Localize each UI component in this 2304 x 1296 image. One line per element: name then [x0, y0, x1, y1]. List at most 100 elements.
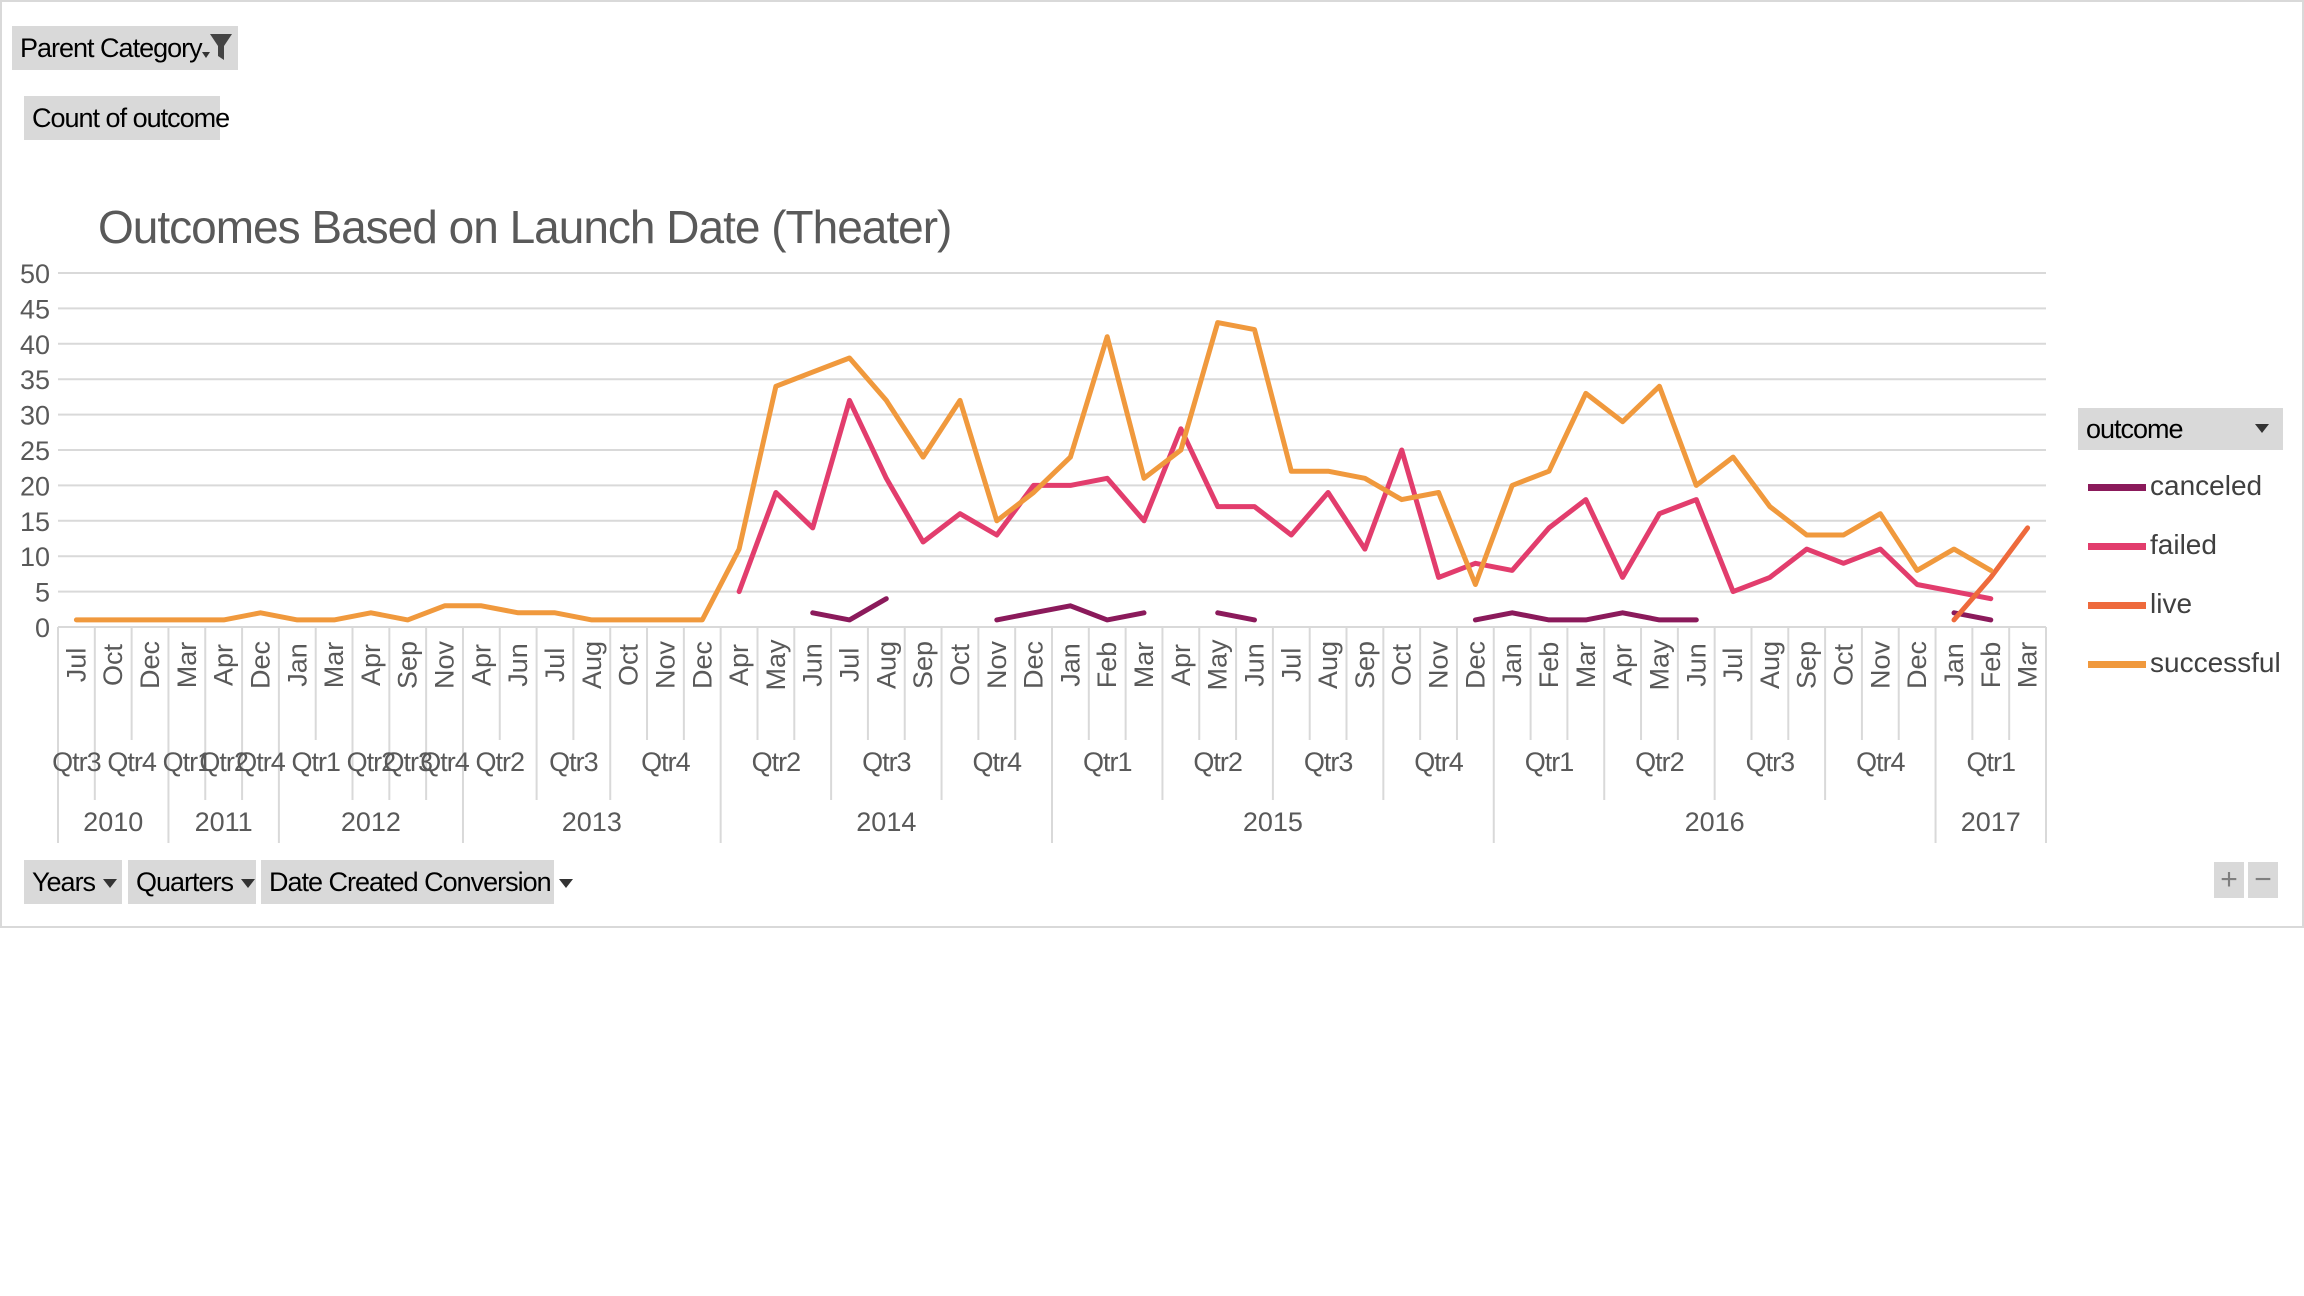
x-tick-label-month: Oct: [945, 644, 975, 687]
y-tick-label: 45: [20, 294, 50, 324]
legend-swatch: [2088, 602, 2146, 609]
x-tick-label-month: Nov: [1865, 640, 1895, 689]
x-tick-label-month: Aug: [871, 641, 901, 689]
x-tick-label-month: Oct: [1387, 644, 1417, 687]
y-tick-label: 10: [20, 542, 50, 572]
chart-title: Outcomes Based on Launch Date (Theater): [98, 201, 951, 253]
legend-item-successful: successful: [2088, 643, 2281, 683]
x-tick-label-month: Dec: [245, 641, 275, 689]
x-tick-label-quarter: Qtr3: [1746, 747, 1795, 777]
x-tick-label-month: Oct: [1829, 644, 1859, 687]
x-tick-label-month: Dec: [1902, 641, 1932, 689]
x-tick-label-quarter: Qtr2: [1635, 747, 1684, 777]
y-tick-label: 50: [20, 259, 50, 289]
x-tick-label-month: Aug: [577, 641, 607, 689]
x-tick-label-month: Oct: [98, 644, 128, 687]
x-tick-label-year: 2014: [856, 807, 916, 837]
legend-swatch: [2088, 484, 2146, 491]
legend-swatch: [2088, 543, 2146, 550]
legend-title: outcome: [2086, 414, 2183, 444]
series-line-canceled: [1218, 613, 1255, 620]
x-tick-label-quarter: Qtr3: [549, 747, 598, 777]
series-line-successful: [76, 323, 1990, 620]
zoom-in-button[interactable]: +: [2214, 862, 2244, 898]
x-tick-label-month: Dec: [687, 641, 717, 689]
x-tick-label-quarter: Qtr3: [862, 747, 911, 777]
x-tick-label-month: May: [1644, 639, 1674, 691]
zoom-out-button[interactable]: −: [2248, 862, 2278, 898]
x-tick-label-year: 2017: [1961, 807, 2021, 837]
y-tick-label: 15: [20, 507, 50, 537]
x-tick-label-quarter: Qtr4: [1856, 747, 1905, 777]
x-tick-label-month: Jun: [1239, 643, 1269, 687]
series-lines: [76, 323, 2027, 620]
legend-label: canceled: [2150, 470, 2262, 501]
x-tick-label-quarter: Qtr1: [1083, 747, 1132, 777]
y-tick-label: 0: [35, 613, 50, 643]
y-tick-label: 35: [20, 365, 50, 395]
x-tick-label-quarter: Qtr4: [973, 747, 1022, 777]
x-tick-label-month: May: [761, 639, 791, 691]
x-tick-label-month: Jan: [1497, 643, 1527, 687]
x-tick-label-month: Sep: [1792, 641, 1822, 689]
x-tick-label-month: Dec: [135, 641, 165, 689]
x-tick-label-month: Aug: [1313, 641, 1343, 689]
x-tick-label-month: Apr: [209, 644, 239, 686]
x-tick-label-month: Jan: [1939, 643, 1969, 687]
x-tick-label-month: Jul: [61, 648, 91, 683]
legend-outcome-filter-button[interactable]: outcome: [2078, 408, 2283, 450]
date-created-field-button[interactable]: Date Created Conversion: [261, 860, 554, 904]
x-tick-label-quarter: Qtr1: [1967, 747, 2016, 777]
x-tick-label-quarter: Qtr4: [641, 747, 690, 777]
legend-label: live: [2150, 588, 2192, 619]
x-tick-label-month: Jul: [540, 648, 570, 683]
legend-item-canceled: canceled: [2088, 466, 2262, 506]
x-tick-label-quarter: Qtr4: [107, 747, 156, 777]
chevron-down-icon: [2255, 424, 2269, 433]
x-tick-label-month: Feb: [1092, 642, 1122, 689]
x-tick-label-quarter: Qtr4: [1414, 747, 1463, 777]
x-tick-label-quarter: Qtr2: [476, 747, 525, 777]
x-tick-label-month: Jul: [835, 648, 865, 683]
legend-item-live: live: [2088, 584, 2192, 624]
x-tick-label-month: Jun: [1681, 643, 1711, 687]
years-field-label: Years: [32, 867, 95, 897]
chart-svg: Outcomes Based on Launch Date (Theater) …: [0, 0, 2304, 928]
x-tick-label-year: 2013: [562, 807, 622, 837]
x-tick-label-month: Nov: [430, 640, 460, 689]
y-tick-label: 40: [20, 330, 50, 360]
x-tick-label-year: 2012: [341, 807, 401, 837]
x-tick-label-quarter: Qtr3: [1304, 747, 1353, 777]
x-tick-label-year: 2010: [83, 807, 143, 837]
x-tick-label-month: Mar: [172, 642, 202, 689]
x-tick-label-month: Dec: [1460, 641, 1490, 689]
series-line-live: [1954, 528, 2028, 620]
x-tick-label-month: May: [1203, 639, 1233, 691]
x-tick-label-month: Feb: [1534, 642, 1564, 689]
series-line-failed: [739, 400, 1991, 598]
x-tick-label-month: Jan: [1055, 643, 1085, 687]
x-tick-label-month: Apr: [1166, 644, 1196, 686]
x-tick-label-month: Mar: [319, 642, 349, 689]
x-tick-label-quarter: Qtr2: [752, 747, 801, 777]
x-tick-label-month: Mar: [1571, 642, 1601, 689]
x-tick-label-month: Oct: [614, 644, 644, 687]
y-tick-label: 20: [20, 471, 50, 501]
x-tick-label-month: Mar: [1129, 642, 1159, 689]
x-tick-label-month: Aug: [1755, 641, 1785, 689]
x-tick-label-month: Dec: [1019, 641, 1049, 689]
chevron-down-icon: [241, 879, 255, 888]
x-tick-label-year: 2016: [1685, 807, 1745, 837]
y-tick-label: 30: [20, 401, 50, 431]
legend-label: successful: [2150, 647, 2281, 678]
x-tick-label-month: Nov: [1424, 640, 1454, 689]
x-tick-label-month: Jun: [798, 643, 828, 687]
y-tick-label: 5: [35, 578, 50, 608]
x-tick-label-month: Jun: [503, 643, 533, 687]
x-tick-label-month: Jan: [282, 643, 312, 687]
years-field-button[interactable]: Years: [24, 860, 122, 904]
quarters-field-button[interactable]: Quarters: [128, 860, 256, 904]
x-axis: Jul Oct Dec Mar Apr Dec Jan Mar Apr Sep Nov Apr Jun J…: [52, 627, 2046, 843]
legend-swatch: [2088, 661, 2146, 668]
y-axis-ticks: 0 5 10 15 20 25 30 35 40 45 50: [20, 259, 50, 643]
